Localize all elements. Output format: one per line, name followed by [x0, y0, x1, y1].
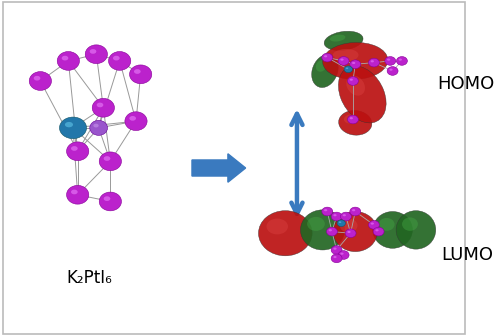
- FancyArrow shape: [192, 154, 246, 182]
- Ellipse shape: [344, 115, 357, 124]
- Ellipse shape: [266, 219, 288, 235]
- Ellipse shape: [378, 218, 394, 231]
- Ellipse shape: [350, 117, 353, 119]
- Ellipse shape: [396, 56, 407, 65]
- Ellipse shape: [71, 146, 78, 151]
- Ellipse shape: [333, 211, 378, 252]
- Ellipse shape: [342, 214, 346, 216]
- Ellipse shape: [92, 98, 114, 117]
- Ellipse shape: [130, 116, 136, 121]
- Ellipse shape: [334, 256, 336, 258]
- Ellipse shape: [60, 117, 86, 139]
- Ellipse shape: [326, 227, 338, 236]
- Ellipse shape: [344, 66, 352, 73]
- Text: LUMO: LUMO: [442, 246, 494, 264]
- Ellipse shape: [337, 220, 345, 226]
- Ellipse shape: [340, 218, 357, 233]
- Ellipse shape: [402, 217, 418, 231]
- Ellipse shape: [99, 152, 122, 171]
- Text: K₂PtI₆: K₂PtI₆: [66, 269, 112, 287]
- Ellipse shape: [346, 76, 365, 96]
- Ellipse shape: [340, 253, 344, 255]
- Ellipse shape: [338, 66, 386, 123]
- Ellipse shape: [108, 51, 131, 70]
- Ellipse shape: [373, 227, 384, 236]
- Ellipse shape: [134, 69, 140, 74]
- Ellipse shape: [370, 60, 374, 62]
- Ellipse shape: [316, 60, 326, 72]
- Ellipse shape: [125, 112, 147, 130]
- Ellipse shape: [332, 49, 358, 62]
- Ellipse shape: [350, 60, 360, 69]
- Ellipse shape: [373, 211, 412, 248]
- Ellipse shape: [385, 56, 396, 65]
- Ellipse shape: [350, 207, 360, 216]
- Ellipse shape: [330, 35, 345, 42]
- FancyBboxPatch shape: [3, 2, 465, 334]
- Ellipse shape: [96, 102, 103, 107]
- Ellipse shape: [66, 185, 89, 204]
- Ellipse shape: [338, 56, 349, 65]
- Ellipse shape: [322, 42, 388, 79]
- Ellipse shape: [258, 211, 312, 256]
- Ellipse shape: [307, 217, 325, 231]
- Ellipse shape: [65, 122, 73, 127]
- Ellipse shape: [324, 209, 328, 211]
- Ellipse shape: [345, 229, 356, 238]
- Ellipse shape: [387, 67, 398, 75]
- Ellipse shape: [398, 58, 402, 61]
- Ellipse shape: [339, 221, 342, 223]
- Ellipse shape: [396, 211, 436, 249]
- Ellipse shape: [29, 72, 52, 90]
- Ellipse shape: [338, 251, 349, 259]
- Ellipse shape: [57, 51, 80, 70]
- Ellipse shape: [352, 62, 356, 64]
- Ellipse shape: [322, 53, 332, 62]
- Ellipse shape: [312, 54, 338, 87]
- Ellipse shape: [34, 76, 40, 81]
- Ellipse shape: [368, 58, 380, 67]
- Ellipse shape: [324, 55, 328, 57]
- Ellipse shape: [338, 111, 372, 135]
- Ellipse shape: [324, 31, 363, 50]
- Ellipse shape: [348, 77, 358, 85]
- Ellipse shape: [331, 212, 342, 221]
- Ellipse shape: [348, 231, 350, 233]
- Ellipse shape: [340, 212, 351, 221]
- Ellipse shape: [322, 207, 332, 216]
- Ellipse shape: [334, 214, 336, 216]
- Ellipse shape: [90, 120, 108, 135]
- Ellipse shape: [130, 65, 152, 84]
- Ellipse shape: [350, 79, 353, 81]
- Ellipse shape: [370, 222, 374, 225]
- Ellipse shape: [340, 58, 344, 61]
- Ellipse shape: [328, 229, 332, 232]
- Ellipse shape: [390, 69, 392, 71]
- Ellipse shape: [346, 68, 348, 69]
- Ellipse shape: [348, 115, 358, 124]
- Ellipse shape: [387, 58, 390, 61]
- Ellipse shape: [300, 210, 345, 250]
- Ellipse shape: [71, 190, 78, 194]
- Ellipse shape: [85, 45, 108, 64]
- Ellipse shape: [94, 124, 98, 127]
- Ellipse shape: [104, 156, 110, 161]
- Ellipse shape: [331, 246, 342, 254]
- Text: HOMO: HOMO: [437, 75, 494, 93]
- Ellipse shape: [376, 229, 378, 232]
- Ellipse shape: [368, 220, 380, 229]
- Ellipse shape: [113, 56, 119, 60]
- Ellipse shape: [352, 209, 356, 211]
- Ellipse shape: [99, 192, 122, 211]
- Ellipse shape: [104, 196, 110, 201]
- Ellipse shape: [90, 49, 96, 54]
- Ellipse shape: [331, 254, 342, 263]
- Ellipse shape: [66, 142, 89, 161]
- Ellipse shape: [62, 56, 68, 60]
- Ellipse shape: [334, 248, 336, 250]
